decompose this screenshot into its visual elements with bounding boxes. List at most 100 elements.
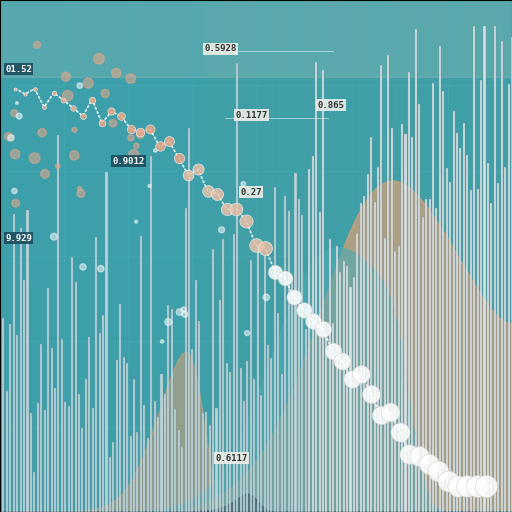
Bar — [6, 392, 8, 512]
Point — [108, 108, 116, 116]
Point — [61, 73, 70, 81]
Bar — [229, 372, 231, 512]
Bar — [243, 401, 245, 512]
Bar — [511, 36, 512, 512]
Bar — [358, 0, 365, 512]
Point — [319, 325, 327, 333]
Point — [133, 142, 141, 150]
Point — [63, 92, 72, 100]
Point — [130, 151, 138, 159]
Bar — [463, 0, 470, 512]
Point — [158, 337, 166, 346]
Bar — [457, 0, 463, 512]
Bar — [332, 323, 334, 512]
Bar — [222, 239, 224, 512]
Bar — [212, 249, 214, 512]
Bar — [336, 246, 338, 512]
Point — [127, 134, 135, 142]
Bar — [339, 272, 341, 512]
Point — [281, 274, 289, 282]
Bar — [92, 408, 94, 512]
Bar — [353, 277, 355, 512]
Bar — [250, 260, 252, 512]
Bar — [432, 0, 439, 512]
Bar — [178, 430, 180, 512]
Point — [10, 187, 18, 195]
Bar — [188, 128, 190, 512]
Bar — [377, 167, 379, 512]
Bar — [401, 0, 408, 512]
Point — [239, 180, 247, 188]
Point — [54, 162, 62, 170]
Point — [38, 129, 46, 137]
Bar — [232, 234, 234, 512]
Bar — [279, 0, 285, 512]
Bar — [217, 0, 224, 512]
Bar — [198, 322, 200, 512]
Bar — [260, 395, 262, 512]
Point — [444, 477, 452, 485]
Bar — [278, 312, 280, 512]
Bar — [85, 379, 87, 512]
Bar — [480, 80, 482, 512]
Text: 0.27: 0.27 — [241, 187, 262, 197]
Bar — [109, 457, 111, 512]
Point — [164, 318, 173, 326]
Text: 9.929: 9.929 — [5, 233, 32, 243]
Bar — [133, 379, 135, 512]
Point — [482, 482, 490, 490]
Bar — [487, 163, 489, 512]
Bar — [195, 280, 197, 512]
Point — [98, 119, 106, 127]
Bar — [9, 325, 11, 512]
Bar — [112, 442, 114, 512]
Bar — [57, 135, 59, 512]
Bar — [352, 0, 359, 512]
Bar — [205, 412, 207, 512]
Point — [126, 124, 135, 133]
Point — [309, 317, 317, 326]
Bar — [425, 199, 427, 512]
Bar — [126, 363, 128, 512]
Point — [10, 109, 18, 117]
Bar — [167, 305, 169, 512]
Bar — [303, 0, 310, 512]
Bar — [444, 0, 451, 512]
Point — [21, 90, 29, 98]
Bar — [119, 304, 121, 512]
Point — [33, 40, 41, 49]
Bar — [308, 169, 310, 512]
Bar — [164, 394, 166, 512]
Point — [41, 170, 49, 178]
Bar — [99, 333, 101, 512]
Bar — [171, 309, 173, 512]
Point — [271, 268, 279, 276]
Bar — [398, 246, 400, 512]
Bar — [298, 199, 300, 512]
Bar — [459, 148, 461, 512]
Point — [101, 89, 109, 97]
Point — [31, 154, 39, 162]
Bar — [302, 215, 304, 512]
Bar — [414, 0, 420, 512]
Point — [95, 55, 103, 63]
Point — [97, 265, 105, 273]
Bar — [3, 317, 5, 512]
Bar — [504, 167, 506, 512]
Point — [50, 232, 58, 241]
Bar — [285, 0, 291, 512]
Point — [136, 131, 144, 139]
Bar — [216, 408, 218, 512]
Bar — [477, 189, 479, 512]
Bar — [350, 287, 352, 512]
Point — [31, 84, 39, 93]
Bar — [61, 338, 63, 512]
Bar — [435, 208, 437, 512]
Bar — [371, 0, 377, 512]
Point — [79, 263, 87, 271]
Bar — [40, 345, 42, 512]
Bar — [449, 182, 451, 512]
Bar — [500, 0, 506, 512]
Bar — [226, 363, 228, 512]
Bar — [16, 335, 18, 512]
